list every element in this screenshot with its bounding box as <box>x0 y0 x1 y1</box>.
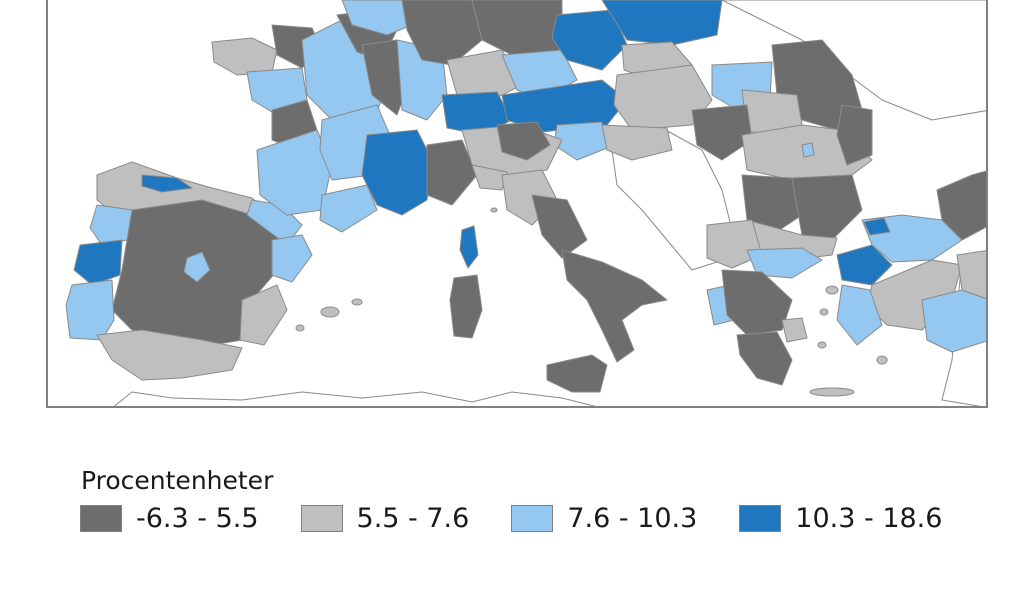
legend-item-class-3: 7.6 - 10.3 <box>511 503 697 534</box>
legend-swatch-class-1 <box>80 505 122 532</box>
legend-swatch-class-2 <box>300 505 343 532</box>
region-turkey-south[interactable] <box>921 289 988 353</box>
region-turkey-east[interactable] <box>936 170 988 241</box>
legend-title: Procentenheter <box>81 466 274 495</box>
island-crete <box>809 387 855 397</box>
region-murcia[interactable] <box>239 284 288 346</box>
legend-item-class-2: 5.5 - 7.6 <box>300 503 470 534</box>
legend-item-class-4: 10.3 - 18.6 <box>739 503 942 534</box>
region-valencia[interactable] <box>271 234 313 283</box>
region-andalusia[interactable] <box>96 329 243 381</box>
legend-items: -6.3 - 5.5 5.5 - 7.6 7.6 - 10.3 10.3 - 1… <box>80 503 984 534</box>
region-lombardy[interactable] <box>496 121 551 161</box>
map-canvas[interactable] <box>48 0 988 408</box>
region-croatia-east[interactable] <box>601 124 673 161</box>
legend: Procentenheter -6.3 - 5.5 5.5 - 7.6 7.6 … <box>80 466 984 534</box>
island-chios <box>819 308 829 316</box>
region-turkey-southeast[interactable] <box>956 250 988 300</box>
region-bucharest[interactable] <box>801 142 815 158</box>
region-brittany[interactable] <box>211 37 278 76</box>
region-romania-west[interactable] <box>691 104 753 161</box>
ukraine-outline <box>721 0 986 121</box>
region-sardinia[interactable] <box>449 274 483 339</box>
island-cyclades <box>817 341 827 349</box>
north-africa-outline <box>113 391 597 406</box>
island-mallorca <box>320 306 340 318</box>
region-greece-north[interactable] <box>746 247 823 279</box>
region-poland-south[interactable] <box>601 0 723 46</box>
region-benelux[interactable] <box>341 0 413 36</box>
region-peloponnese[interactable] <box>736 331 793 386</box>
region-turkey-aegean[interactable] <box>836 284 883 346</box>
region-sicily[interactable] <box>546 354 608 393</box>
island-elba <box>490 207 498 213</box>
region-liguria[interactable] <box>471 164 508 191</box>
region-greece-central[interactable] <box>721 269 793 336</box>
region-portugal-south[interactable] <box>65 279 115 341</box>
legend-swatch-class-3 <box>511 505 554 532</box>
map-frame <box>46 0 988 408</box>
region-portugal-centre[interactable] <box>73 239 123 286</box>
island-ibiza <box>295 324 305 332</box>
legend-label-class-1: -6.3 - 5.5 <box>136 503 259 534</box>
region-central-italy[interactable] <box>531 194 588 259</box>
region-madrid[interactable] <box>183 251 211 283</box>
region-turkey-istanbul[interactable] <box>863 217 891 236</box>
region-serbia-kosovo[interactable] <box>706 219 763 269</box>
legend-label-class-3: 7.6 - 10.3 <box>567 503 698 534</box>
region-germany-south[interactable] <box>446 49 523 101</box>
region-south-italy[interactable] <box>561 249 668 363</box>
region-provence[interactable] <box>319 184 378 233</box>
region-bulgaria-west[interactable] <box>741 174 803 236</box>
legend-item-class-1: -6.3 - 5.5 <box>80 503 259 534</box>
region-turkey-marmara[interactable] <box>836 244 893 286</box>
legend-swatch-class-4 <box>739 505 782 532</box>
island-menorca <box>351 298 363 306</box>
region-hungary[interactable] <box>613 64 713 131</box>
region-rhone-alpes[interactable] <box>361 129 433 216</box>
island-rhodes <box>876 355 888 365</box>
region-dobrogea[interactable] <box>836 104 873 166</box>
legend-label-class-2: 5.5 - 7.6 <box>356 503 470 534</box>
region-cantabria[interactable] <box>141 174 193 193</box>
region-portugal-north[interactable] <box>89 204 133 246</box>
region-corsica[interactable] <box>459 225 479 269</box>
legend-label-class-4: 10.3 - 18.6 <box>795 503 943 534</box>
region-attica[interactable] <box>781 317 808 343</box>
region-alps-east[interactable] <box>426 139 478 206</box>
island-lesbos <box>825 285 839 295</box>
region-bulgaria-east[interactable] <box>791 174 863 241</box>
